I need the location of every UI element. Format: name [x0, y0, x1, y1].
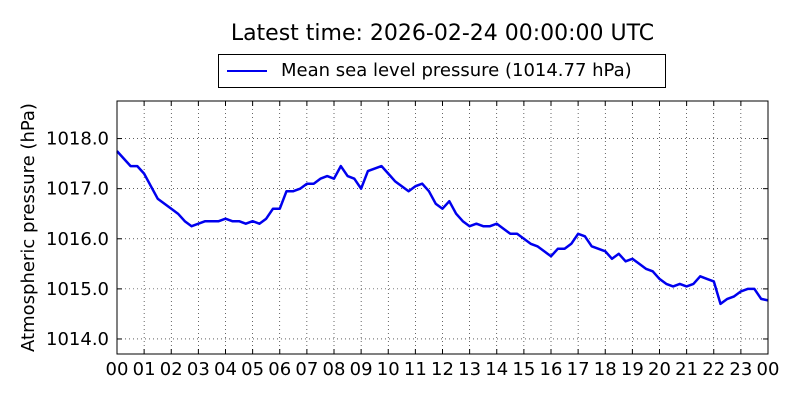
x-tick-label: 23: [729, 359, 752, 380]
x-tick-label: 03: [187, 359, 210, 380]
y-axis-label: Atmospheric pressure (hPa): [18, 103, 39, 352]
plot-frame: [116, 100, 769, 355]
x-tick-label: 15: [512, 359, 535, 380]
x-tick-label: 08: [323, 359, 346, 380]
y-tick-label: 1016.0: [46, 229, 109, 250]
grid: [117, 101, 768, 354]
chart-title: Latest time: 2026-02-24 00:00:00 UTC: [230, 21, 655, 46]
x-tick-label: 21: [675, 359, 698, 380]
ticks: 00 01 02 03 04 05 06 07 08 09 10 11 12 13 14 15 16 17 18 19…: [46, 101, 779, 380]
series-line-mean-sea-level-pressure: [116, 150, 769, 306]
x-tick-label: 18: [594, 359, 617, 380]
legend: Mean sea level pressure (1014.77 hPa): [218, 54, 666, 88]
x-tick-label: 00: [106, 359, 129, 380]
y-tick-label: 1018.0: [46, 129, 109, 150]
x-tick-label: 22: [702, 359, 725, 380]
x-tick-label: 12: [431, 359, 454, 380]
legend-label: Mean sea level pressure (1014.77 hPa): [281, 60, 632, 81]
x-tick-label: 07: [295, 359, 318, 380]
x-tick-label: 01: [133, 359, 156, 380]
x-tick-label: 20: [648, 359, 671, 380]
y-tick-label: 1015.0: [46, 279, 109, 300]
x-tick-label: 09: [350, 359, 373, 380]
x-tick-label: 14: [485, 359, 508, 380]
x-tick-label: 00: [757, 359, 780, 380]
y-tick-label: 1014.0: [46, 329, 109, 350]
x-tick-label: 06: [268, 359, 291, 380]
y-tick-label: 1017.0: [46, 179, 109, 200]
x-tick-label: 13: [458, 359, 481, 380]
x-tick-label: 19: [621, 359, 644, 380]
legend-line-swatch: [227, 70, 267, 72]
x-tick-label: 05: [241, 359, 264, 380]
x-tick-label: 04: [214, 359, 237, 380]
x-tick-label: 02: [160, 359, 183, 380]
series-layer: [116, 150, 769, 306]
x-tick-label: 10: [377, 359, 400, 380]
x-tick-label: 11: [404, 359, 427, 380]
x-tick-label: 16: [540, 359, 563, 380]
x-tick-label: 17: [567, 359, 590, 380]
